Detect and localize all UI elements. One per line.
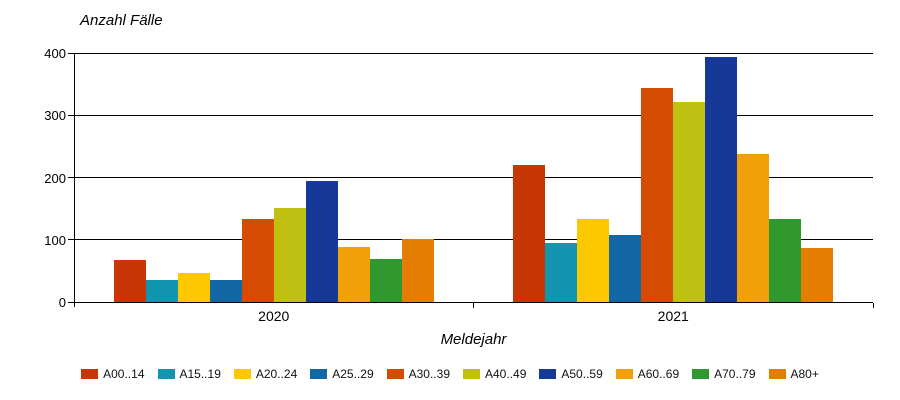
gridline-y400 [74,52,873,54]
y-axis-tick [68,301,74,303]
legend-item-A70..79[interactable]: A70..79 [692,367,756,381]
legend-label: A70..79 [714,367,756,381]
y-tick-label: 0 [58,295,66,310]
legend-swatch-A15..19 [157,369,175,379]
legend-item-A25..29[interactable]: A25..29 [310,367,374,381]
bar-2020-A80+[interactable] [401,239,434,302]
legend-item-A30..39[interactable]: A30..39 [386,367,450,381]
legend-swatch-A60..69 [615,369,633,379]
legend-label: A15..19 [179,367,221,381]
legend: A00..14 A15..19 A20..24 A25..29 A30..39 A40..… [0,367,900,381]
y-tick-label: 300 [44,108,66,124]
bar-2021-A50..59[interactable] [705,57,738,302]
legend-swatch-A70..79 [692,369,710,379]
legend-label: A80+ [790,367,819,381]
x-axis-line [74,302,873,303]
bar-2021-A25..29[interactable] [609,235,642,302]
bar-2020-A50..59[interactable] [305,181,338,302]
y-axis-tick [68,239,74,241]
legend-label: A50..59 [561,367,603,381]
legend-swatch-A40..49 [463,369,480,379]
legend-swatch-A20..24 [233,369,251,379]
legend-item-A50..59[interactable]: A50..59 [539,367,603,381]
y-axis-line [74,53,75,307]
legend-swatch-A50..59 [539,369,557,379]
x-axis-tick [872,303,874,308]
x-axis-title: Meldejahr [440,331,507,348]
legend-label: A00..14 [103,367,145,381]
bar-2020-A00..14[interactable] [113,260,146,302]
y-tick-label: 400 [44,46,66,61]
legend-label: A25..29 [332,367,374,381]
gridline-y200 [74,177,873,178]
legend-swatch-A00..14 [81,369,99,379]
bar-2021-A60..69[interactable] [737,154,770,302]
chart-title: Anzahl Fälle [80,12,163,29]
bar-2020-A40..49[interactable] [273,208,306,302]
legend-swatch-A25..29 [310,369,328,379]
legend-label: A30..39 [408,367,450,381]
gridline-y100 [74,239,873,241]
x-axis-tick [473,303,474,308]
bar-2021-A00..14[interactable] [513,165,546,302]
legend-item-A80+[interactable]: A80+ [768,367,819,381]
bar-2020-A25..29[interactable] [209,280,242,302]
bar-2020-A30..39[interactable] [241,219,274,302]
gridline-y300 [74,114,873,116]
legend-label: A20..24 [255,367,298,381]
legend-item-A00..14[interactable]: A00..14 [81,367,145,381]
bar-2020-A70..79[interactable] [369,259,402,302]
legend-item-A40..49[interactable]: A40..49 [463,367,526,381]
legend-label: A60..69 [637,367,680,381]
bar-2021-A20..24[interactable] [577,219,610,302]
legend-item-A20..24[interactable]: A20..24 [233,367,298,381]
y-axis-tick [68,52,74,54]
bar-2021-A70..79[interactable] [769,219,802,302]
legend-swatch-A30..39 [386,369,404,379]
legend-item-A60..69[interactable]: A60..69 [615,367,680,381]
bar-2021-A40..49[interactable] [673,102,706,302]
x-category-label: 2021 [657,308,689,324]
bar-2020-A20..24[interactable] [177,273,210,302]
legend-item-A15..19[interactable]: A15..19 [157,367,221,381]
bar-2021-A30..39[interactable] [641,88,674,302]
y-axis-tick [68,114,74,116]
x-category-label: 2020 [258,308,290,324]
y-tick-label: 200 [44,170,66,186]
bar-2021-A80+[interactable] [801,248,834,302]
bar-2021-A15..19[interactable] [545,243,578,302]
legend-label: A40..49 [485,367,527,381]
y-tick-label: 100 [44,232,66,248]
bar-2020-A15..19[interactable] [145,280,178,302]
bar-2020-A60..69[interactable] [337,247,370,302]
y-axis-tick [68,177,74,178]
legend-swatch-A80+ [768,369,786,379]
